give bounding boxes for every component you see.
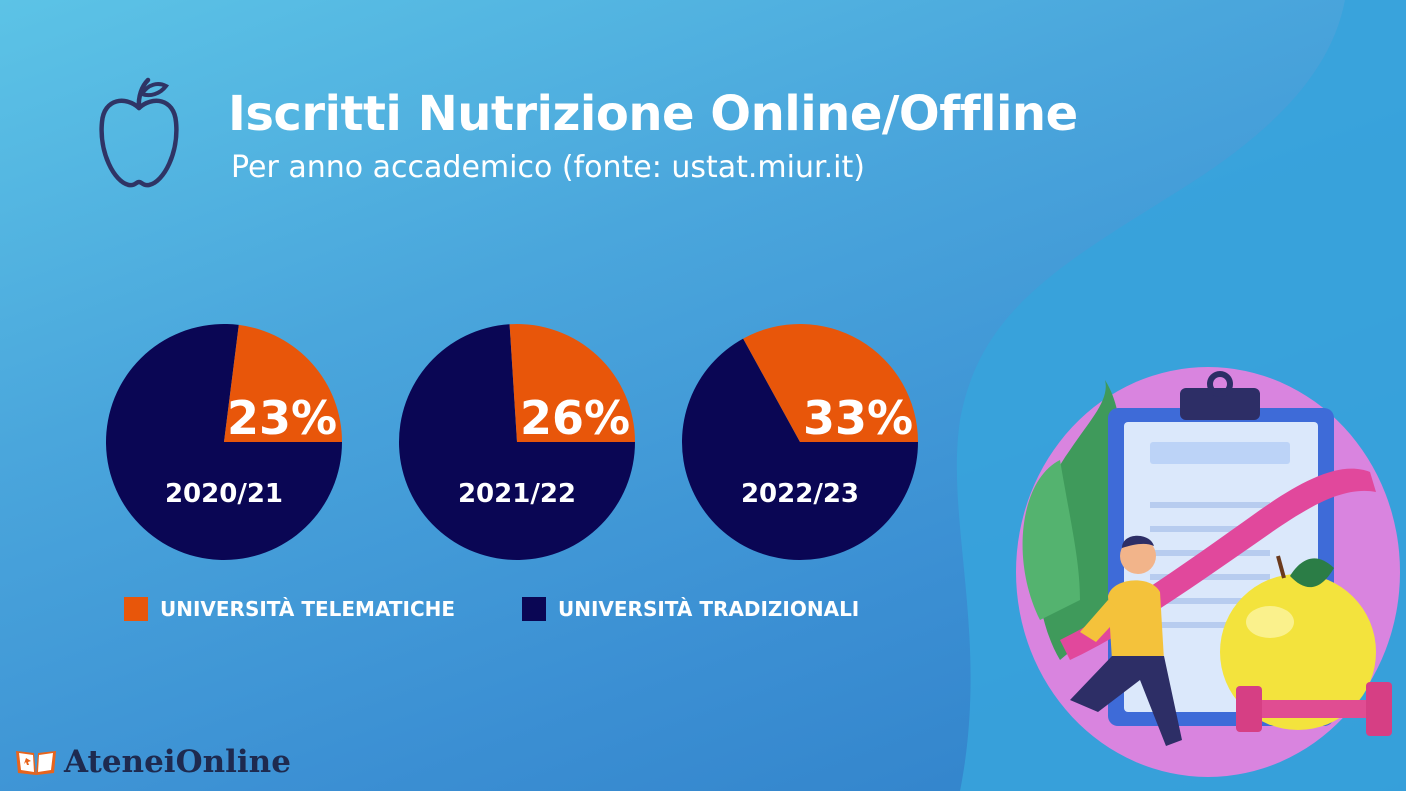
legend-label-telematiche: UNIVERSITÀ TELEMATICHE [160,597,456,621]
pie-year-label-3: 2022/23 [741,479,859,509]
pie-slice-telematiche-3 [743,324,918,442]
pie-slice-tradizionali-3 [682,338,918,561]
pie-slice-tradizionali-2 [399,324,635,560]
book-icon [16,751,56,775]
pie-percent-label-3: 33% [803,391,913,445]
legend-swatch-telematiche [124,597,148,621]
legend-item-tradizionali: UNIVERSITÀ TRADIZIONALI [522,597,859,621]
legend-swatch-tradizionali [522,597,546,621]
page-subtitle: Per anno accademico (fonte: ustat.miur.i… [231,150,865,185]
page-title: Iscritti Nutrizione Online/Offline [228,86,1078,142]
apple-icon [99,77,179,188]
nutrition-fitness-illustration [1016,367,1400,777]
pie-year-label-1: 2020/21 [165,479,283,509]
legend-label-tradizionali: UNIVERSITÀ TRADIZIONALI [558,597,860,621]
pie-percent-label-2: 26% [520,391,630,445]
legend-item-telematiche: UNIVERSITÀ TELEMATICHE [124,597,455,621]
pie-year-label-2: 2021/22 [458,479,576,509]
brand-logo: AteneiOnline [14,744,291,780]
brand-name: AteneiOnline [64,744,291,780]
pie-percent-label-1: 23% [227,391,337,445]
pie-slice-tradizionali-1 [105,323,342,560]
pie-slice-telematiche-2 [509,323,635,442]
pie-slice-telematiche-1 [224,324,342,442]
